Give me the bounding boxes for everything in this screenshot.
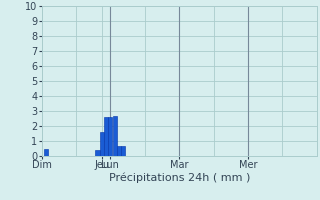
Bar [117, 146, 121, 156]
Bar [113, 116, 117, 156]
Bar [95, 150, 100, 156]
X-axis label: Précipitations 24h ( mm ): Précipitations 24h ( mm ) [108, 173, 250, 183]
Bar [104, 117, 108, 156]
Bar [44, 148, 48, 156]
Bar [100, 132, 104, 156]
Bar [121, 146, 125, 156]
Bar [108, 117, 112, 156]
